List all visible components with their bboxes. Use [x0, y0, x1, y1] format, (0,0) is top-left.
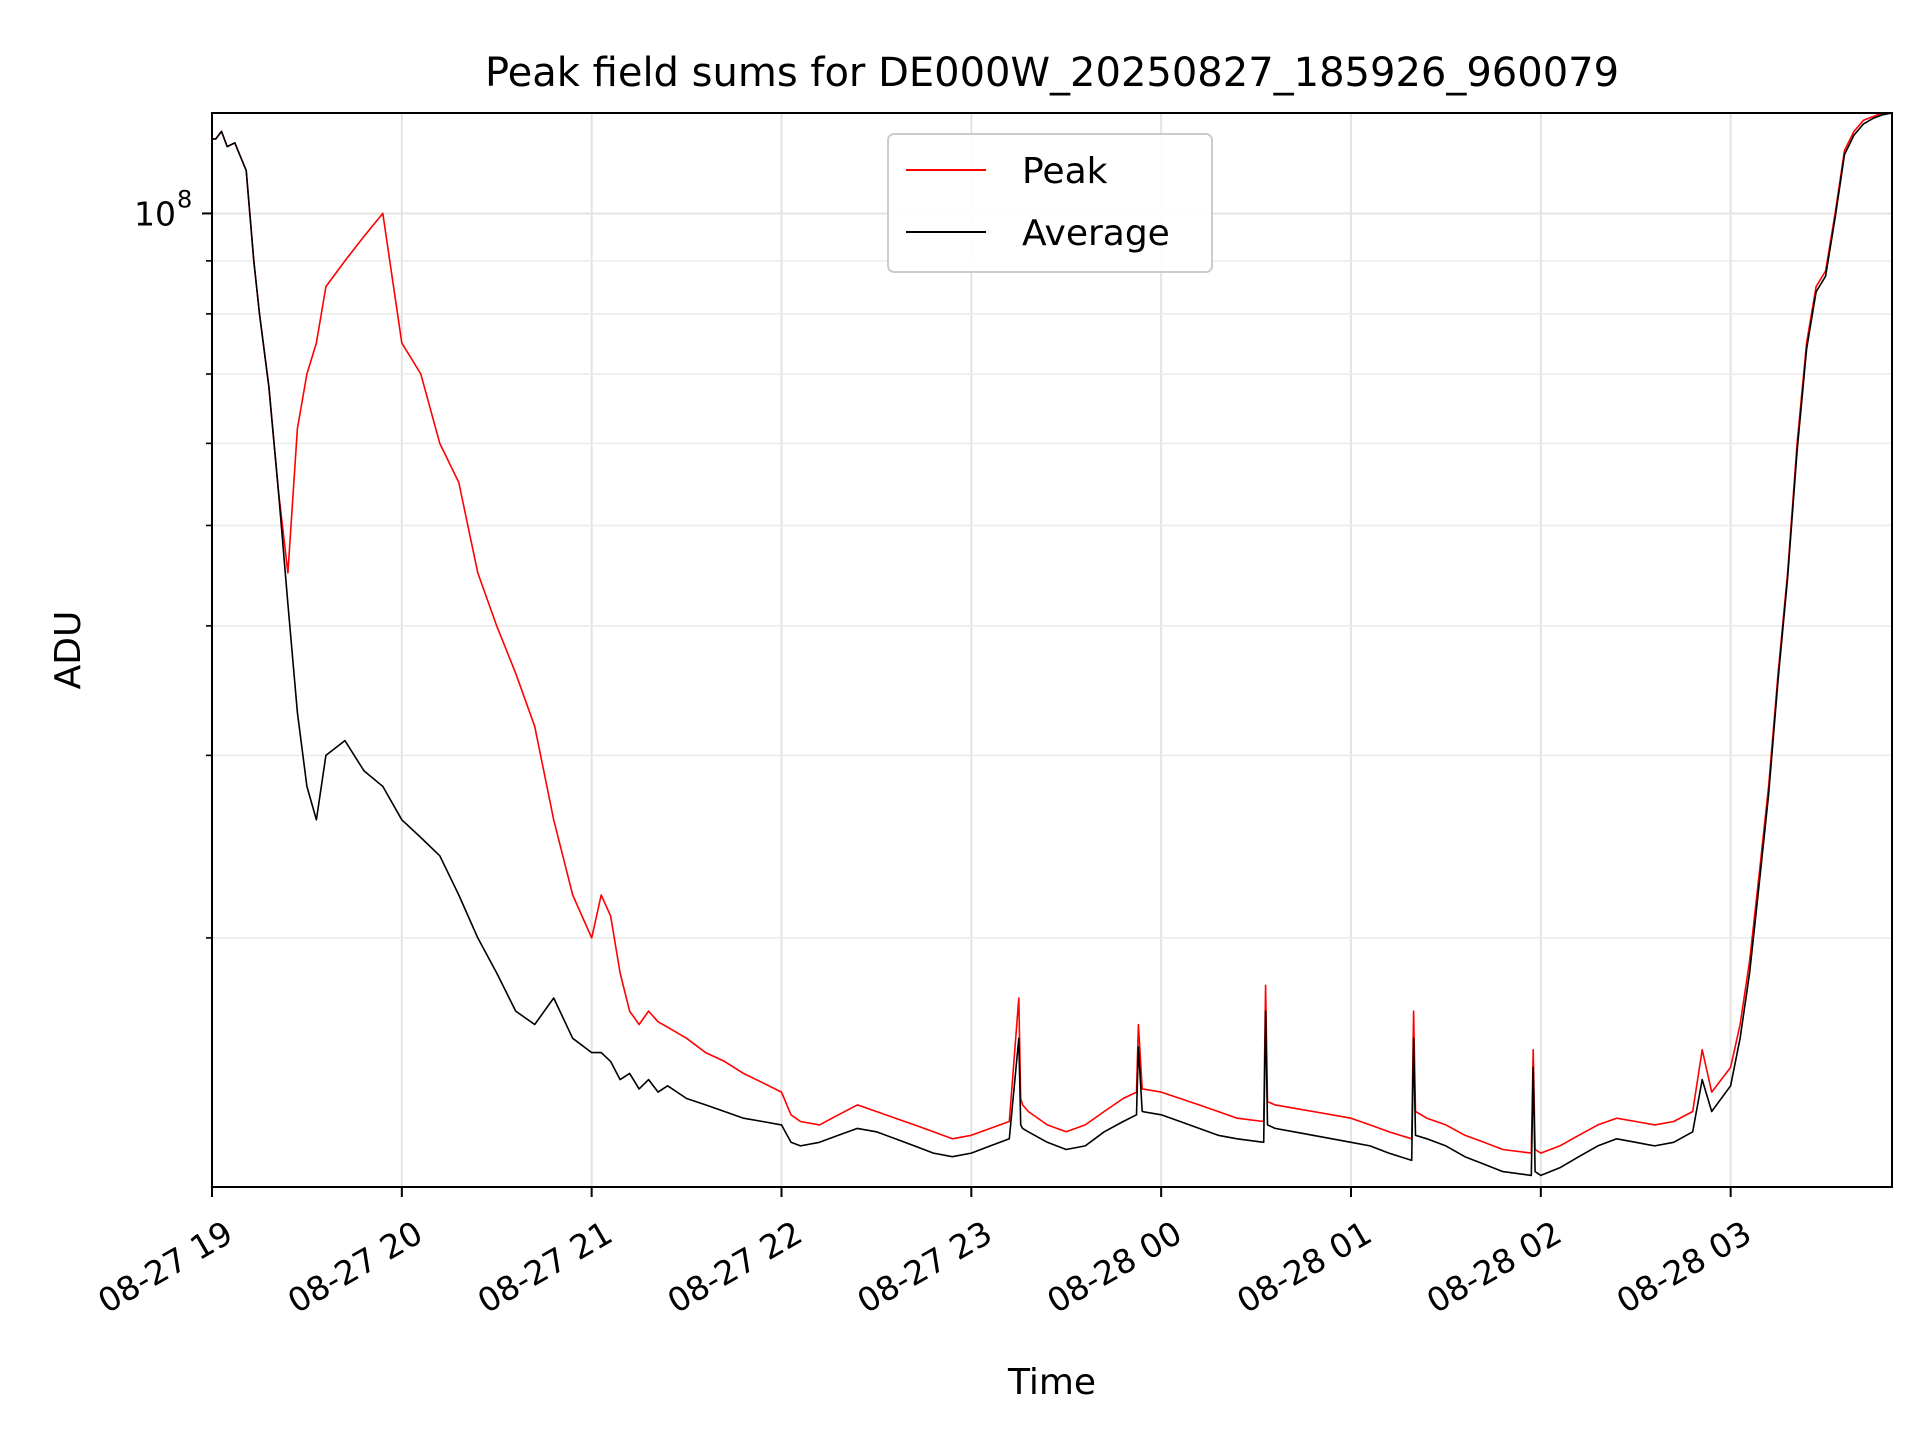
y-axis-label: ADU — [48, 611, 89, 690]
y-tick-label-exponent: 8 — [177, 185, 192, 213]
legend-label-peak: Peak — [1022, 151, 1108, 192]
y-tick-label: 10 — [134, 194, 176, 233]
series-line-average — [212, 112, 1893, 1177]
legend: Peak Average — [887, 133, 1213, 273]
plot-lines — [212, 112, 1893, 1177]
legend-label-average: Average — [1022, 213, 1170, 254]
series-line-peak — [212, 112, 1892, 1154]
x-axis-label: Time — [1007, 1362, 1096, 1403]
axes-frame — [211, 112, 1893, 1188]
legend-box — [887, 133, 1213, 273]
chart-title: Peak field sums for DE000W_20250827_1859… — [485, 50, 1619, 96]
